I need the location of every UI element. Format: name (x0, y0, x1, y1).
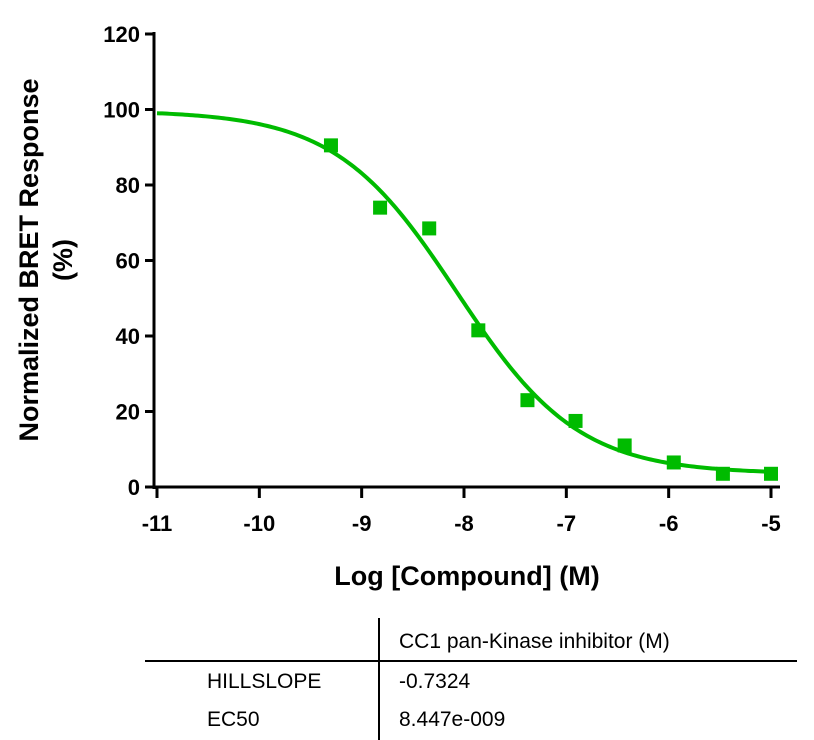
y-axis-title-line2: (%) (48, 239, 78, 281)
data-point (471, 323, 486, 338)
data-point (520, 393, 535, 408)
data-point (422, 221, 437, 236)
data-point (617, 438, 632, 453)
x-tick-label: -8 (454, 511, 474, 536)
x-tick-label: -5 (761, 511, 781, 536)
data-point (666, 455, 681, 470)
data-point (568, 413, 583, 428)
table-row-value-hillslope: -0.7324 (399, 670, 471, 693)
data-point (715, 466, 730, 481)
axes (152, 32, 780, 489)
table-row-label-ec50: EC50 (207, 708, 260, 731)
data-point (764, 466, 778, 481)
x-tick-label: -10 (243, 511, 275, 536)
data-point (323, 138, 338, 153)
x-tick-label: -7 (557, 511, 577, 536)
data-points (323, 138, 778, 481)
results-table: CC1 pan-Kinase inhibitor (M) HILLSLOPE -… (145, 618, 797, 740)
y-tick-label: 80 (116, 173, 140, 198)
fit-curve (156, 111, 772, 474)
y-axis-title-line1: Normalized BRET Response (14, 78, 44, 441)
x-tick-label: -9 (352, 511, 372, 536)
y-tick-label: 120 (103, 22, 140, 47)
data-point (373, 200, 388, 215)
table-column-header: CC1 pan-Kinase inhibitor (M) (399, 630, 670, 653)
x-axis-ticks: -11 -10 -9 -8 -7 -6 -5 (142, 487, 781, 536)
table-row-label-hillslope: HILLSLOPE (207, 670, 321, 693)
y-tick-label: 0 (128, 475, 140, 500)
y-axis-ticks: 0 20 40 60 80 100 120 (103, 22, 154, 500)
y-tick-label: 100 (103, 98, 140, 123)
y-tick-label: 60 (116, 249, 140, 274)
x-axis-title: Log [Compound] (M) (334, 561, 599, 591)
y-tick-label: 20 (116, 400, 140, 425)
x-tick-label: -11 (142, 511, 173, 536)
x-tick-label: -6 (659, 511, 679, 536)
y-tick-label: 40 (116, 324, 140, 349)
table-row-value-ec50: 8.447e-009 (399, 708, 505, 731)
